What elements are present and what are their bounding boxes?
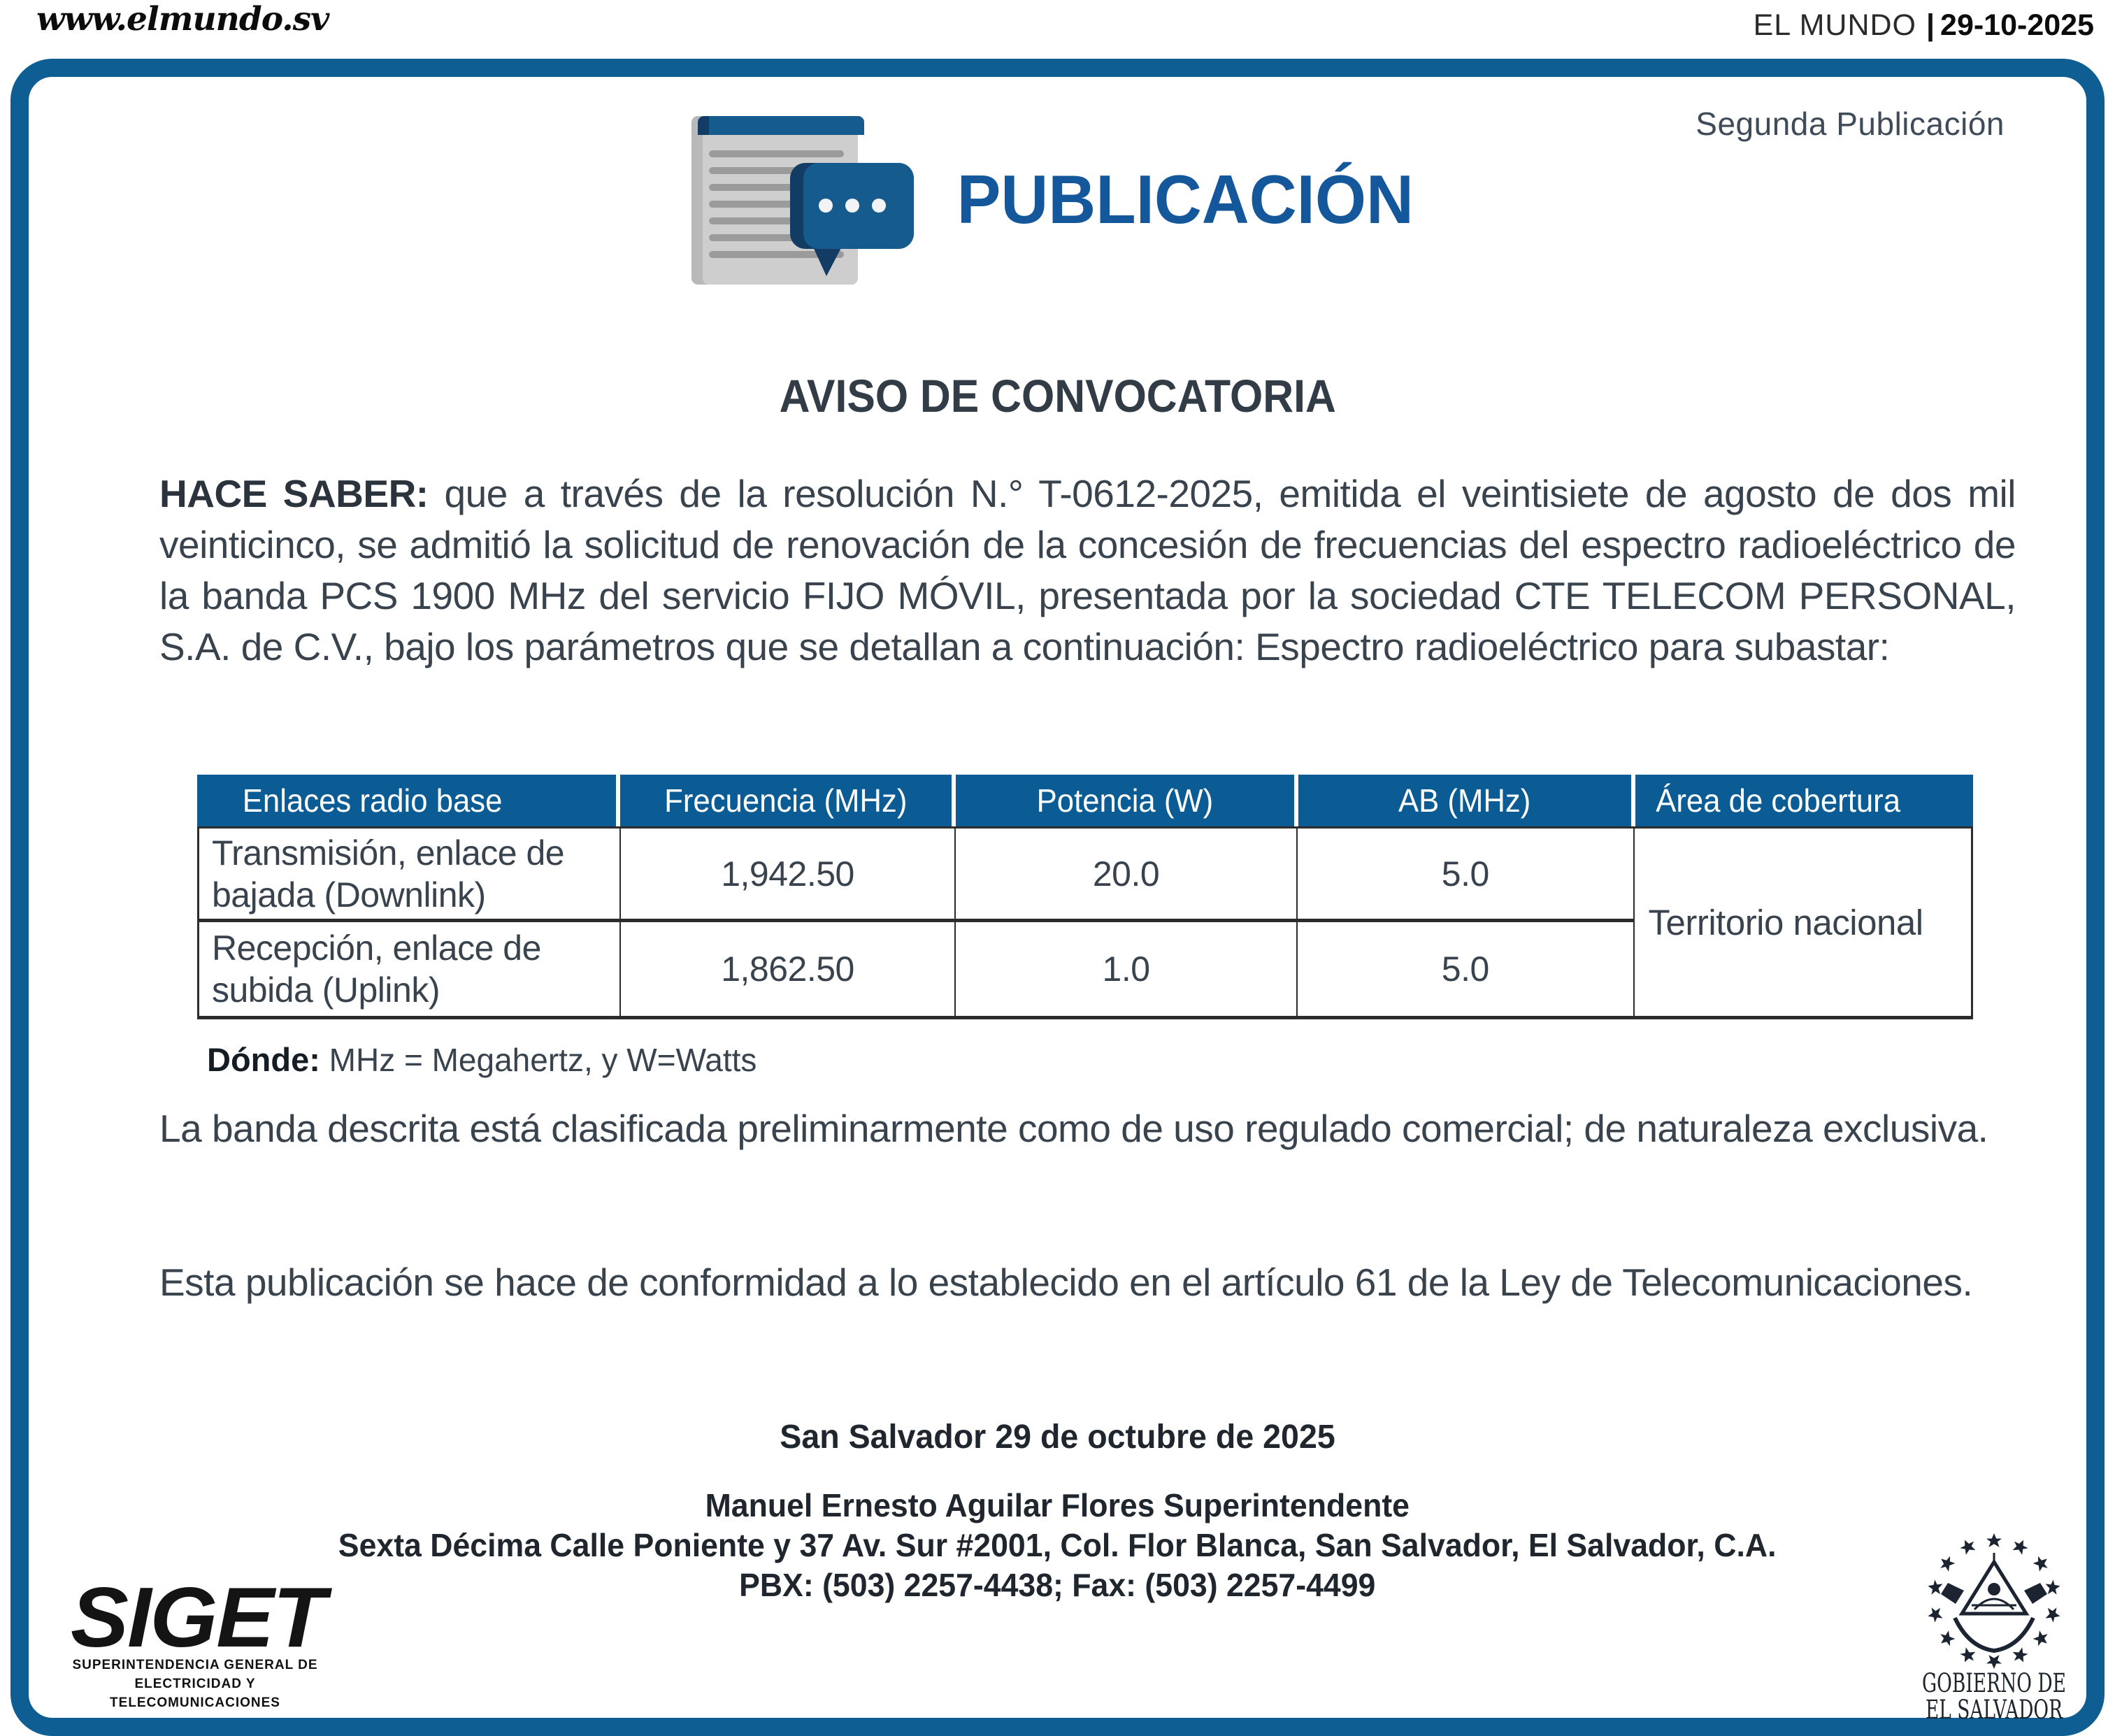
notice-frame — [10, 59, 2105, 1736]
siget-subtitle-line1: SUPERINTENDENCIA GENERAL DE — [72, 1658, 318, 1672]
classification-paragraph: La banda descrita está clasificada preli… — [159, 1107, 1988, 1150]
units-note-body: MHz = Megahertz, y W=Watts — [320, 1042, 757, 1078]
edition-note: Segunda Publicación — [1695, 106, 2005, 142]
gov-line1: GOBIERNO DE — [1922, 1668, 2066, 1698]
dateline: San Salvador 29 de octubre de 2025 — [780, 1419, 1335, 1456]
escudo-icon — [1953, 1553, 2035, 1653]
contact-line: PBX: (503) 2257-4438; Fax: (503) 2257-44… — [739, 1567, 1376, 1603]
table-cell-ab-downlink: 5.0 — [1298, 828, 1635, 922]
table-cell-frecuencia-uplink: 1,862.50 — [621, 922, 956, 1016]
table-cell-enlace-downlink: Transmisión, enlace de bajada (Downlink) — [199, 828, 622, 922]
masthead-date: 29-10-2025 — [1940, 8, 2094, 42]
gov-line2: EL SALVADOR — [1926, 1695, 2063, 1725]
site-url: www.elmundo.sv — [36, 0, 329, 38]
table-cell-ab-uplink: 5.0 — [1298, 922, 1635, 1016]
intro-paragraph: HACE SABER: que a través de la resolució… — [159, 468, 2016, 673]
document-chat-icon — [691, 114, 922, 292]
spectrum-table: Enlaces radio base Frecuencia (MHz) Pote… — [197, 775, 1973, 1019]
siget-subtitle-line2: ELECTRICIDAD Y TELECOMUNICACIONES — [110, 1677, 280, 1710]
units-note: Dónde: MHz = Megahertz, y W=Watts — [207, 1040, 757, 1079]
table-header-potencia: Potencia (W) — [955, 775, 1298, 826]
publication-title: PUBLICACIÓN — [956, 160, 1414, 238]
legal-basis-paragraph: Esta publicación se hace de conformidad … — [159, 1261, 1973, 1304]
siget-wordmark: SIGET — [70, 1570, 326, 1665]
notice-heading: AVISO DE CONVOCATORIA — [779, 370, 1336, 422]
signatory: Manuel Ernesto Aguilar Flores Superinten… — [705, 1487, 1410, 1523]
paper-name: EL MUNDO — [1753, 8, 1916, 42]
table-header-area: Área de cobertura — [1635, 775, 1973, 826]
table-body: Transmisión, enlace de bajada (Downlink)… — [197, 826, 1973, 1019]
units-note-lead: Dónde: — [207, 1041, 320, 1078]
masthead-right: EL MUNDO | 29-10-2025 — [1754, 8, 2094, 43]
table-header-ab: AB (MHz) — [1298, 775, 1636, 826]
table-cell-frecuencia-downlink: 1,942.50 — [621, 828, 956, 922]
table-cell-enlace-uplink: Recepción, enlace de subida (Uplink) — [199, 922, 622, 1016]
address-line: Sexta Décima Calle Poniente y 37 Av. Sur… — [338, 1527, 1777, 1563]
table-header-frecuencia: Frecuencia (MHz) — [619, 775, 956, 826]
table-cell-area-cobertura: Territorio nacional — [1648, 902, 1924, 942]
table-header-row: Enlaces radio base Frecuencia (MHz) Pote… — [197, 775, 1973, 826]
coat-of-arms-icon: GOBIERNO DE EL SALVADOR — [1922, 1533, 2066, 1725]
intro-body: que a través de la resolución N.° T-0612… — [159, 472, 2016, 668]
intro-lead: HACE SABER: — [159, 472, 429, 515]
gobierno-el-salvador-logo: GOBIERNO DE EL SALVADOR — [1910, 1531, 2085, 1727]
table-cell-potencia-uplink: 1.0 — [956, 922, 1298, 1016]
table-cell-potencia-downlink: 20.0 — [956, 828, 1298, 922]
siget-logo: SIGET SUPERINTENDENCIA GENERAL DE ELECTR… — [59, 1570, 331, 1712]
masthead-separator: | — [1926, 8, 1935, 42]
table-header-enlaces: Enlaces radio base — [197, 775, 620, 826]
publication-logo: PUBLICACIÓN — [0, 105, 2115, 301]
